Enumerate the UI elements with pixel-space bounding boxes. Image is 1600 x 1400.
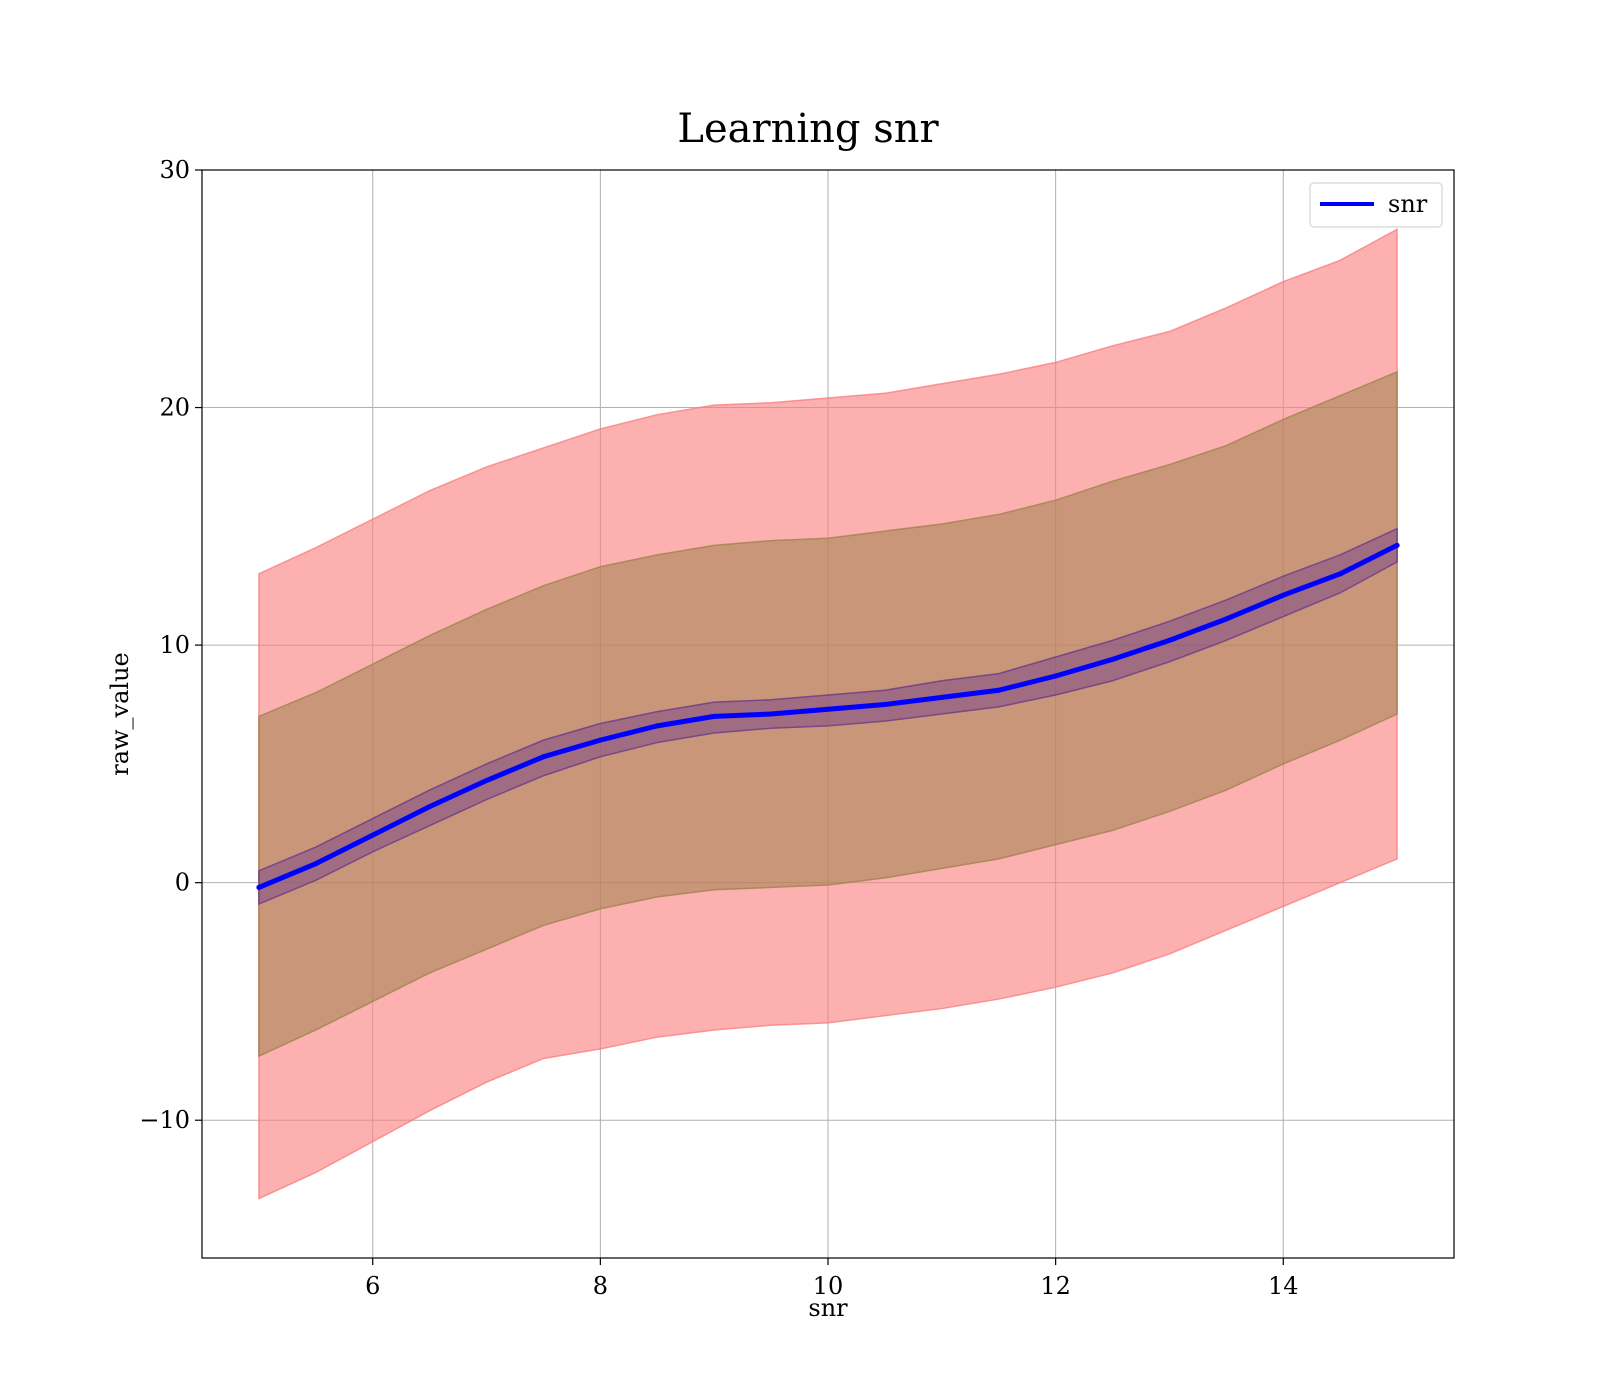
series-point-15 [1110,656,1116,662]
legend-box [1309,182,1443,228]
band-2 [258,527,1398,906]
y-tick-label-3: 20 [159,394,190,422]
series-point-7 [654,723,660,729]
series-point-19 [1337,571,1343,577]
series-point-5 [540,754,546,760]
y-tick-label-4: 30 [159,156,190,184]
legend: snr [1309,182,1443,228]
series-point-9 [768,711,774,717]
series-point-4 [484,778,490,784]
series-lines [256,542,1400,890]
chart-title: Learning snr [677,106,939,152]
series-point-6 [597,737,603,743]
y-axis-label: raw_value [106,652,134,776]
series-point-20 [1394,542,1400,548]
confidence-bands [258,228,1398,1200]
series-point-2 [370,832,376,838]
y-tick-label-2: 10 [159,631,190,659]
y-tick-label-0: −10 [139,1106,190,1134]
band-1 [258,370,1398,1058]
series-point-10 [825,706,831,712]
series-point-3 [427,804,433,810]
x-tick-label-4: 14 [1268,1272,1299,1300]
x-tick-label-2: 10 [813,1272,844,1300]
legend-label-snr: snr [1388,190,1428,218]
series-point-18 [1280,592,1286,598]
series-point-11 [882,701,888,707]
series-point-12 [939,694,945,700]
axis-ticks: 6 8 10 12 14 −10 0 10 20 30 [139,156,1298,1300]
series-point-0 [256,884,262,890]
series-point-14 [1053,673,1059,679]
series-point-1 [313,861,319,867]
x-tick-label-3: 12 [1040,1272,1071,1300]
x-axis-label: snr [808,1294,848,1322]
series-point-8 [711,713,717,719]
y-tick-label-1: 0 [175,869,190,897]
x-tick-label-1: 8 [593,1272,608,1300]
series-point-13 [996,687,1002,693]
x-tick-label-0: 6 [365,1272,380,1300]
series-point-16 [1166,637,1172,643]
series-point-17 [1223,616,1229,622]
